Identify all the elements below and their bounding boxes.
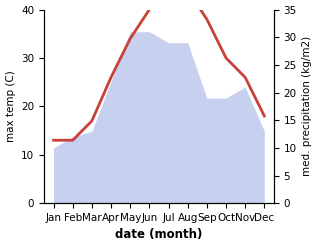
Y-axis label: med. precipitation (kg/m2): med. precipitation (kg/m2): [302, 36, 313, 176]
X-axis label: date (month): date (month): [115, 228, 203, 242]
Y-axis label: max temp (C): max temp (C): [5, 70, 16, 142]
